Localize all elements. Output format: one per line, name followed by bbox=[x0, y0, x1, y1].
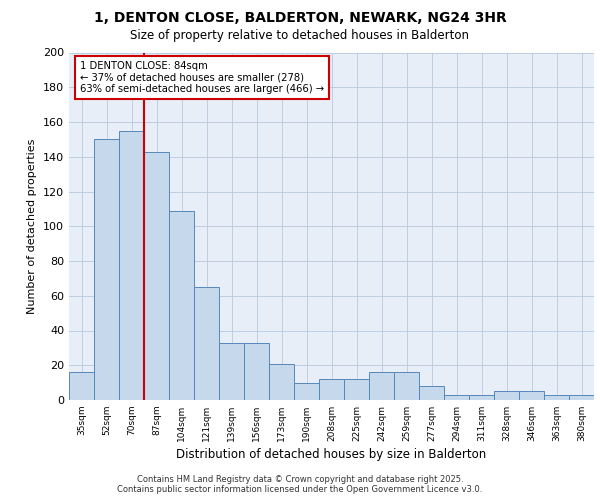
Bar bbox=[244, 342, 269, 400]
Text: Size of property relative to detached houses in Balderton: Size of property relative to detached ho… bbox=[131, 29, 470, 42]
Bar bbox=[394, 372, 419, 400]
Bar bbox=[69, 372, 94, 400]
Bar bbox=[194, 287, 219, 400]
Y-axis label: Number of detached properties: Number of detached properties bbox=[28, 138, 37, 314]
Bar bbox=[269, 364, 294, 400]
Bar bbox=[169, 210, 194, 400]
Text: 1, DENTON CLOSE, BALDERTON, NEWARK, NG24 3HR: 1, DENTON CLOSE, BALDERTON, NEWARK, NG24… bbox=[94, 12, 506, 26]
Bar bbox=[344, 379, 369, 400]
Bar bbox=[119, 130, 144, 400]
Text: 1 DENTON CLOSE: 84sqm
← 37% of detached houses are smaller (278)
63% of semi-det: 1 DENTON CLOSE: 84sqm ← 37% of detached … bbox=[79, 61, 323, 94]
Text: Contains HM Land Registry data © Crown copyright and database right 2025.
Contai: Contains HM Land Registry data © Crown c… bbox=[118, 474, 482, 494]
Bar bbox=[294, 382, 319, 400]
Bar bbox=[544, 395, 569, 400]
Bar bbox=[494, 392, 519, 400]
Bar bbox=[469, 395, 494, 400]
Bar bbox=[569, 395, 594, 400]
Bar bbox=[369, 372, 394, 400]
Bar bbox=[419, 386, 444, 400]
Bar bbox=[519, 392, 544, 400]
Bar bbox=[144, 152, 169, 400]
Bar bbox=[219, 342, 244, 400]
Bar bbox=[94, 140, 119, 400]
Bar bbox=[444, 395, 469, 400]
X-axis label: Distribution of detached houses by size in Balderton: Distribution of detached houses by size … bbox=[176, 448, 487, 461]
Bar bbox=[319, 379, 344, 400]
